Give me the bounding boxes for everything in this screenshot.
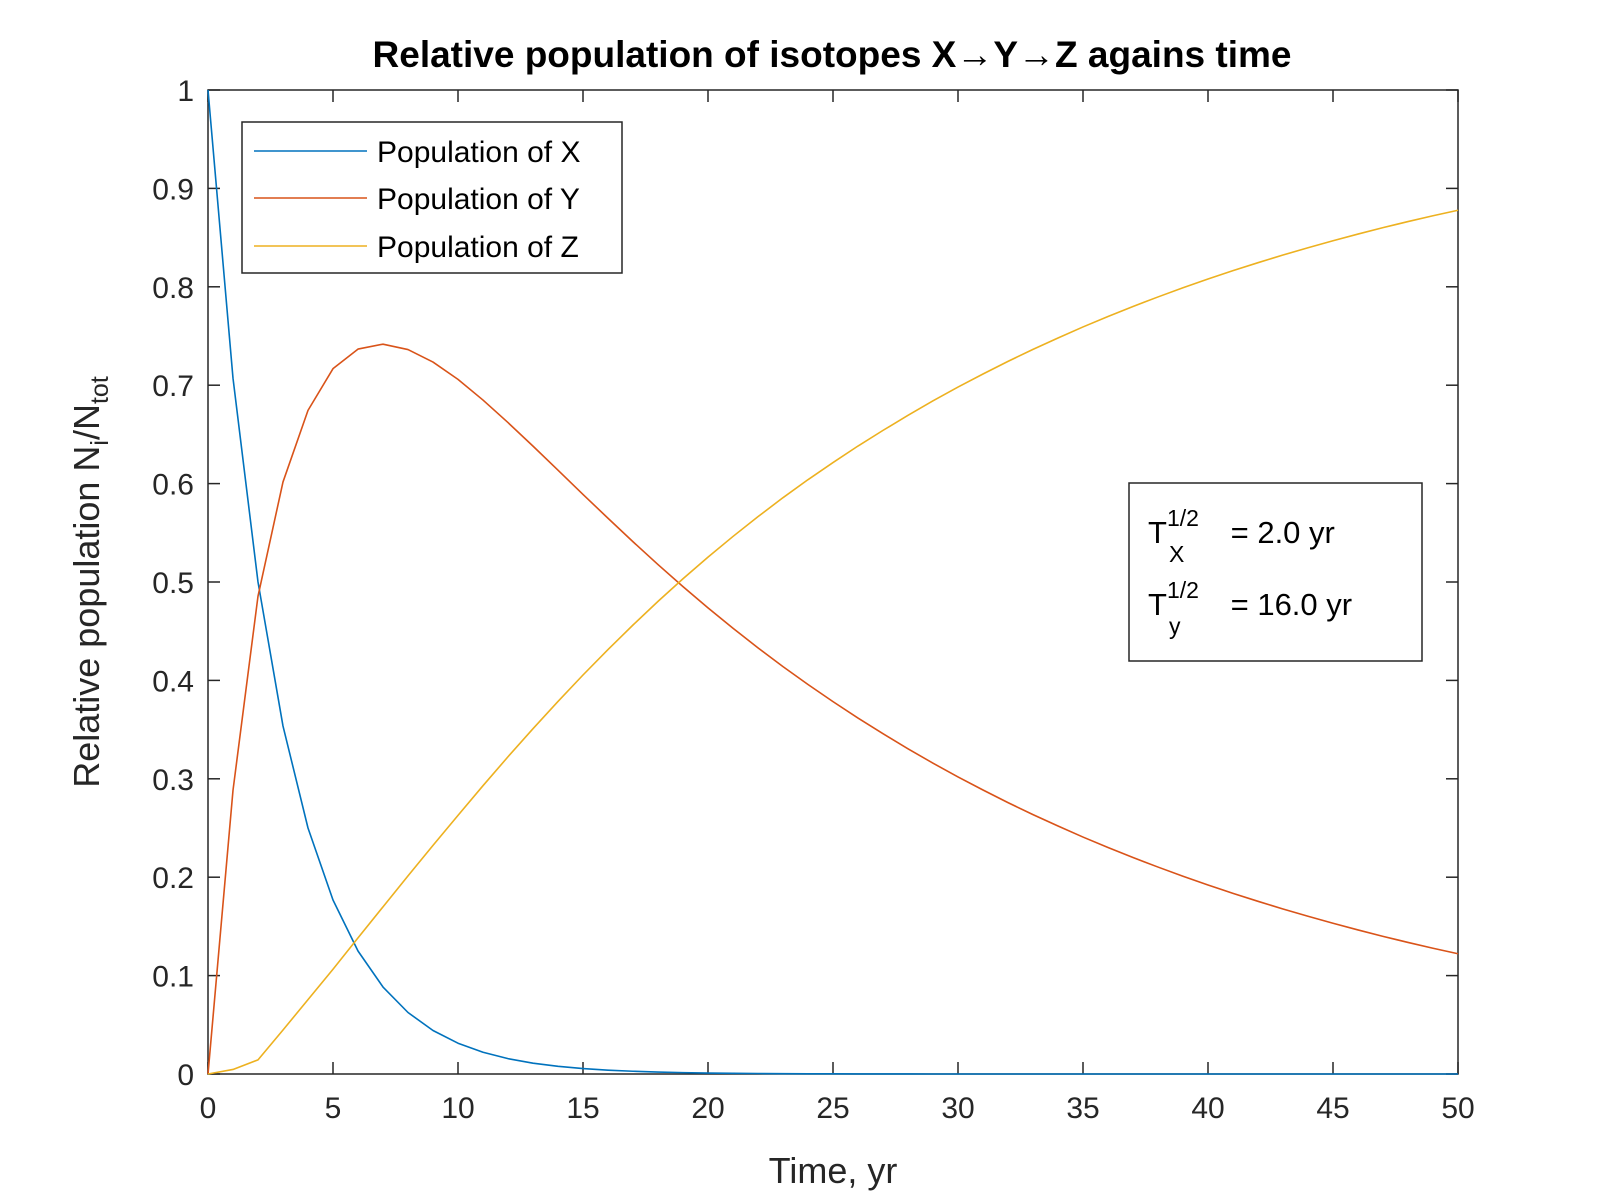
x-tick-label: 40 bbox=[1191, 1092, 1224, 1125]
x-tick-label: 5 bbox=[325, 1092, 342, 1125]
series-line-x bbox=[207, 89, 1458, 1075]
y-tick-label: 0.6 bbox=[152, 469, 194, 502]
y-tick-label: 0.3 bbox=[152, 764, 194, 797]
series-line-y bbox=[207, 343, 1459, 1075]
tick-labels: 0 5 10 15 20 25 30 35 40 45 50 0 0.1 0.2 0.3 0.4 0.5 0.6 0… bbox=[152, 75, 1474, 1125]
legend-label-x: Population of X bbox=[377, 136, 580, 169]
y-axis-title: Relative population Ni/Ntot bbox=[66, 376, 114, 788]
x-tick-label: 10 bbox=[441, 1092, 474, 1125]
y-tick-label: 0.2 bbox=[152, 862, 194, 895]
y-tick-label: 0.9 bbox=[152, 173, 194, 206]
annotation-line-1: T1/2 X = 2.0 yr bbox=[1148, 505, 1335, 567]
chart-title: Relative population of isotopes X→Y→Z ag… bbox=[373, 34, 1292, 75]
legend: Population of X Population of Y Populati… bbox=[241, 121, 623, 274]
y-tick-label: 0.4 bbox=[152, 665, 194, 698]
y-axis-title-sub1: i bbox=[86, 440, 114, 446]
x-tick-label: 0 bbox=[200, 1092, 217, 1125]
legend-label-z: Population of Z bbox=[377, 231, 579, 264]
x-axis-title: Time, yr bbox=[769, 1150, 898, 1191]
y-axis-title-sub2: tot bbox=[86, 376, 114, 404]
y-tick-label: 0.1 bbox=[152, 961, 194, 994]
legend-label-y: Population of Y bbox=[377, 183, 580, 216]
x-tick-label: 45 bbox=[1316, 1092, 1349, 1125]
annotation-line-2: T1/2 y = 16.0 yr bbox=[1148, 577, 1352, 639]
y-tick-label: 1 bbox=[177, 75, 194, 108]
annotation-box bbox=[1128, 482, 1423, 662]
y-tick-label: 0.7 bbox=[152, 370, 194, 403]
x-tick-label: 15 bbox=[566, 1092, 599, 1125]
y-axis-title-main: Relative population N bbox=[66, 446, 107, 788]
x-tick-label: 30 bbox=[941, 1092, 974, 1125]
series-lines bbox=[207, 89, 1459, 1075]
y-tick-label: 0.5 bbox=[152, 567, 194, 600]
y-tick-label: 0.8 bbox=[152, 272, 194, 305]
x-tick-label: 20 bbox=[691, 1092, 724, 1125]
series-line-z bbox=[207, 209, 1459, 1075]
half-life-annotation: T1/2 X = 2.0 yr T1/2 y = 16.0 yr bbox=[1128, 482, 1423, 662]
x-tick-label: 50 bbox=[1441, 1092, 1474, 1125]
axis-ticks bbox=[207, 89, 1459, 1075]
y-axis-title-mid: /N bbox=[66, 404, 107, 440]
y-tick-label: 0 bbox=[177, 1059, 194, 1092]
x-tick-label: 35 bbox=[1066, 1092, 1099, 1125]
x-tick-label: 25 bbox=[816, 1092, 849, 1125]
